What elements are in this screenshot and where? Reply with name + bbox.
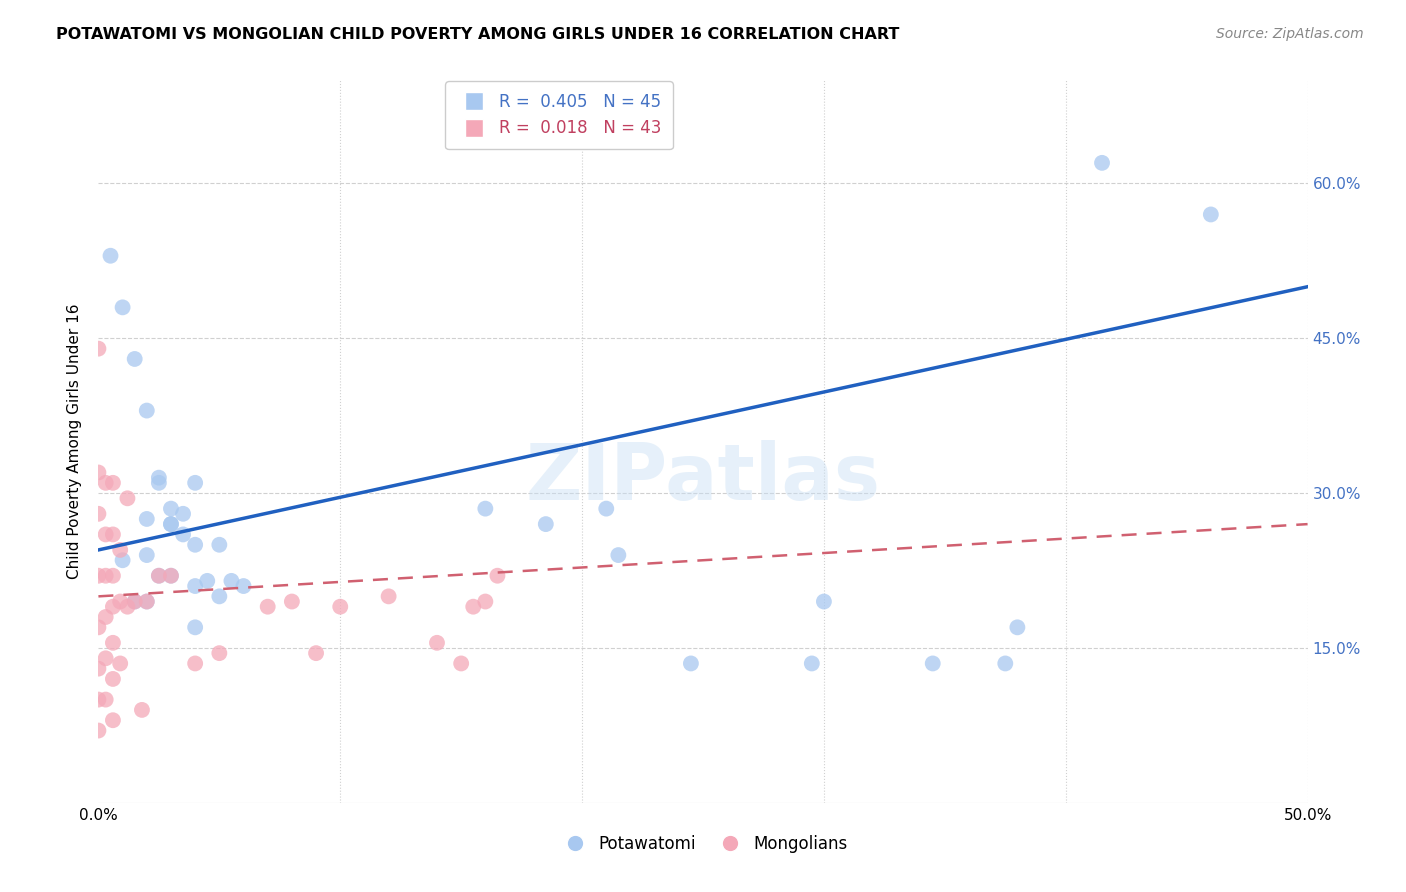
Point [101, 713, 124, 727]
Point [329, 599, 352, 614]
Point [1007, 620, 1029, 634]
Point [111, 301, 134, 315]
Point [87, 620, 110, 634]
Point [160, 517, 183, 532]
Point [195, 574, 218, 588]
Point [148, 568, 170, 582]
Point [101, 672, 124, 686]
Point [87, 692, 110, 706]
Point [160, 568, 183, 582]
Point [160, 568, 183, 582]
Point [679, 657, 702, 671]
Point [994, 657, 1017, 671]
Point [184, 538, 207, 552]
Y-axis label: Child Poverty Among Girls Under 16: Child Poverty Among Girls Under 16 [67, 304, 83, 579]
Point [124, 594, 146, 608]
Legend: Potawatomi, Mongolians: Potawatomi, Mongolians [553, 828, 853, 860]
Point [101, 636, 124, 650]
Point [184, 657, 207, 671]
Point [232, 579, 254, 593]
Point [377, 590, 399, 604]
Point [94, 692, 117, 706]
Point [94, 651, 117, 665]
Point [100, 249, 122, 263]
Point [256, 599, 278, 614]
Text: POTAWATOMI VS MONGOLIAN CHILD POVERTY AMONG GIRLS UNDER 16 CORRELATION CHART: POTAWATOMI VS MONGOLIAN CHILD POVERTY AM… [56, 27, 900, 42]
Point [108, 594, 131, 608]
Point [208, 646, 231, 660]
Point [921, 657, 943, 671]
Point [135, 594, 157, 608]
Point [281, 594, 304, 608]
Point [108, 542, 131, 557]
Point [184, 579, 207, 593]
Point [426, 636, 449, 650]
Point [221, 574, 243, 588]
Point [148, 568, 170, 582]
Point [148, 470, 170, 484]
Point [595, 501, 617, 516]
Point [117, 599, 139, 614]
Point [87, 662, 110, 676]
Point [450, 657, 472, 671]
Point [534, 517, 557, 532]
Point [184, 620, 207, 634]
Point [208, 538, 231, 552]
Point [607, 548, 630, 562]
Point [172, 527, 194, 541]
Point [94, 475, 117, 490]
Point [486, 568, 509, 582]
Point [135, 512, 157, 526]
Point [474, 501, 496, 516]
Point [463, 599, 485, 614]
Point [94, 568, 117, 582]
Point [94, 527, 117, 541]
Point [135, 548, 157, 562]
Point [1091, 156, 1114, 170]
Point [1199, 207, 1222, 221]
Point [800, 657, 823, 671]
Point [813, 594, 835, 608]
Point [124, 594, 146, 608]
Point [474, 594, 496, 608]
Point [208, 590, 231, 604]
Point [101, 568, 124, 582]
Point [111, 553, 134, 567]
Point [101, 527, 124, 541]
Point [131, 703, 153, 717]
Point [101, 599, 124, 614]
Point [124, 351, 146, 366]
Point [87, 723, 110, 738]
Point [135, 403, 157, 417]
Point [148, 475, 170, 490]
Point [172, 507, 194, 521]
Text: ZIPatlas: ZIPatlas [526, 440, 880, 516]
Point [87, 466, 110, 480]
Point [184, 475, 207, 490]
Point [117, 491, 139, 506]
Point [87, 342, 110, 356]
Point [160, 517, 183, 532]
Text: Source: ZipAtlas.com: Source: ZipAtlas.com [1216, 27, 1364, 41]
Point [94, 610, 117, 624]
Point [101, 475, 124, 490]
Point [305, 646, 328, 660]
Point [87, 568, 110, 582]
Point [108, 657, 131, 671]
Point [160, 501, 183, 516]
Point [87, 507, 110, 521]
Point [135, 594, 157, 608]
